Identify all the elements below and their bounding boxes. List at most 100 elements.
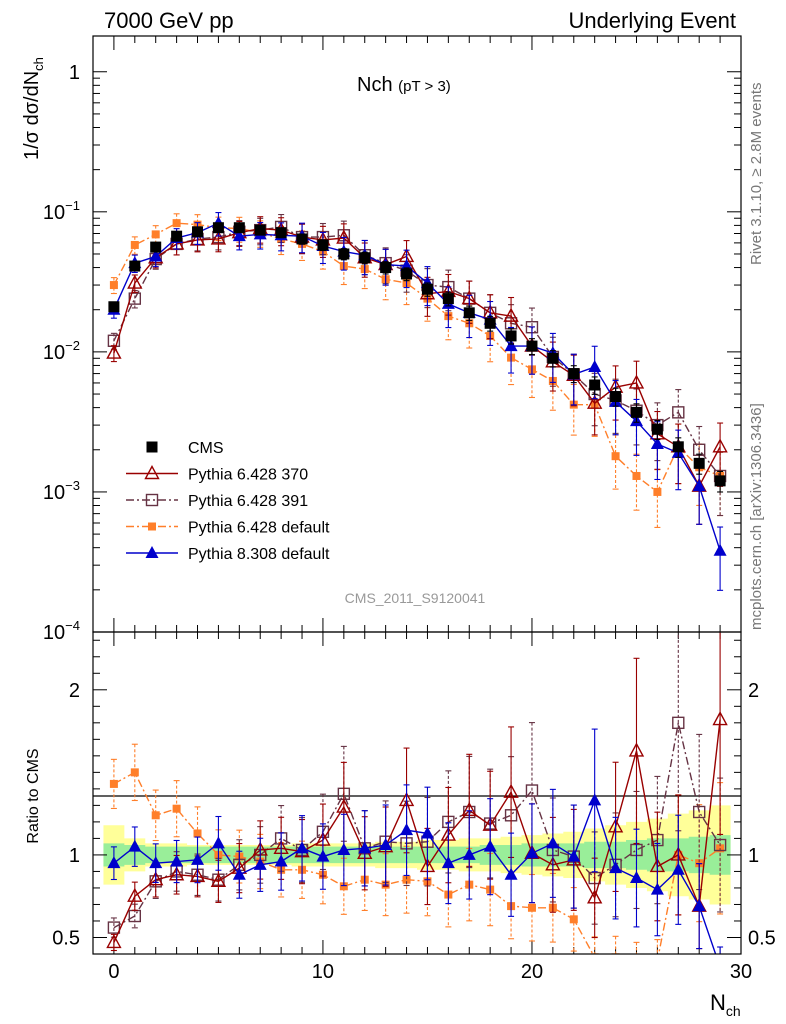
main-point (714, 475, 726, 487)
legend-marker (144, 465, 160, 480)
ratio-point (671, 862, 685, 875)
ratio-point (672, 716, 685, 730)
plot-title-sub: (pT > 3) (398, 78, 451, 95)
ratio-point (151, 811, 160, 820)
main-point (672, 406, 685, 419)
y-axis-label-main: 1/σ dσ/dN (21, 71, 43, 160)
main-point (610, 391, 622, 403)
ratio-point (587, 889, 603, 904)
ratio-point (692, 805, 706, 819)
ratio-point (107, 856, 121, 869)
x-tick-labels: 0 10 20 30 (108, 961, 752, 983)
main-point (421, 283, 433, 295)
legend-label: Pythia 6.428 default (188, 520, 330, 537)
ratio-point (628, 742, 645, 757)
ratio-point (379, 838, 393, 851)
ratio-y-tick-label: 0.5 (52, 927, 80, 949)
header-right: Underlying Event (568, 8, 736, 33)
ratio-point (525, 784, 539, 797)
ratio-point (191, 852, 205, 865)
legend-label: Pythia 6.428 370 (188, 467, 308, 484)
ratio-point (653, 957, 661, 965)
ratio-point (483, 839, 497, 852)
ratio-point (339, 882, 348, 891)
main-point (713, 543, 727, 556)
ratio-point (106, 933, 122, 949)
legend-marker (146, 441, 158, 453)
ratio-point (527, 903, 536, 912)
ratio-point (127, 887, 143, 902)
ratio-point (316, 849, 330, 862)
ratio-y-axis-label: Ratio to CMS (25, 748, 42, 843)
main-y-tick-label: 10−4 (43, 618, 80, 644)
main-point (588, 359, 602, 372)
main-point (212, 222, 224, 234)
x-tick-label: 0 (108, 961, 119, 983)
main-y-tick-label-base: 10 (43, 482, 65, 504)
legend-label: Pythia 8.308 default (188, 546, 330, 563)
main-point (151, 230, 160, 239)
main-point (693, 457, 705, 469)
main-point (504, 339, 518, 352)
ratio-point (420, 826, 434, 839)
ratio-series-1 (107, 632, 727, 938)
ratio-point (232, 867, 246, 880)
ratio-point (400, 823, 414, 836)
plot-title: Nch (pT > 3) (357, 74, 451, 96)
ratio-point (692, 899, 706, 912)
ratio-point (713, 838, 727, 852)
ratio-series-0 (106, 632, 728, 952)
main-point (254, 224, 266, 236)
main-point (232, 229, 246, 242)
ratio-point (712, 711, 728, 726)
ratio-point (210, 872, 227, 888)
legend-item: Pythia 6.428 391 (126, 493, 308, 510)
main-y-tick-label: 10−3 (43, 478, 80, 504)
main-point (128, 292, 142, 305)
ratio-point (148, 871, 164, 886)
main-y-tick-label: 10−2 (43, 338, 80, 364)
ratio-point (172, 804, 181, 813)
ratio-point (253, 857, 267, 870)
main-point (149, 249, 163, 262)
ratio-y-tick-label-right: 0.5 (748, 927, 776, 949)
legend-marker (148, 522, 156, 531)
ratio-frame (92, 631, 742, 955)
main-point (712, 438, 728, 453)
ratio-point (402, 875, 411, 884)
main-point (628, 374, 645, 389)
main-point (672, 441, 684, 453)
ratio-y-tick-label-right: 1 (748, 845, 759, 867)
main-point (275, 227, 287, 239)
analysis-watermark: CMS_2011_S9120041 (345, 590, 486, 606)
ratio-point (211, 836, 225, 849)
ratio-point (109, 779, 118, 788)
ratio-point (525, 846, 539, 859)
ratio-point (588, 793, 602, 806)
ratio-point (441, 856, 455, 869)
ratio-point (714, 960, 727, 972)
legend-item: Pythia 8.308 default (126, 546, 330, 563)
x-tick-label: 20 (521, 961, 543, 983)
ratio-point (629, 871, 643, 884)
ratio-plot-area (106, 632, 728, 972)
main-point (233, 222, 245, 234)
main-point (210, 230, 227, 245)
ratio-y-tick-label-right: 2 (748, 680, 759, 702)
y-axis-label: 1/σ dσ/dNch (21, 57, 46, 160)
main-y-tick-label-exp: −1 (65, 198, 80, 213)
ratio-point (503, 783, 519, 798)
x-axis-label: Nch (710, 990, 741, 1019)
ratio-point (546, 836, 560, 849)
main-point (503, 307, 519, 322)
main-point (109, 281, 118, 290)
main-point (338, 248, 350, 260)
main-point (296, 233, 308, 245)
main-plot-area (106, 212, 728, 591)
ratio-point (569, 915, 578, 924)
main-y-tick-label-base: 10 (43, 622, 65, 644)
main-frame (92, 35, 742, 633)
main-point (463, 307, 475, 319)
side-label-top: Rivet 3.1.10, ≥ 2.8M events (748, 83, 765, 266)
